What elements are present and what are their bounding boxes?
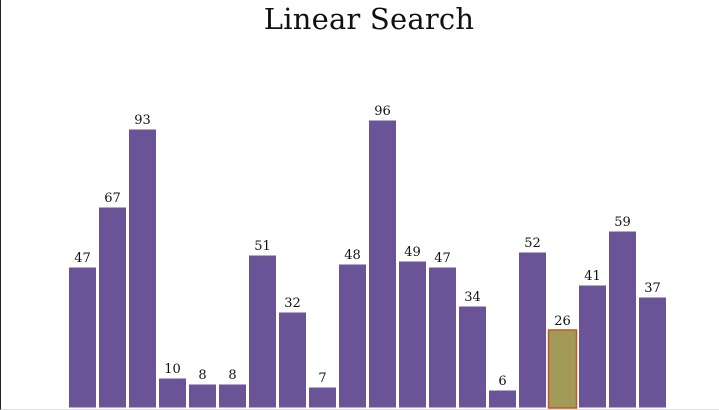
bar — [608, 230, 637, 409]
bar — [158, 377, 187, 409]
bar-value-label: 52 — [524, 236, 541, 251]
bar — [68, 266, 97, 409]
bar-value-label: 8 — [228, 368, 236, 383]
bar-value-label: 47 — [434, 251, 451, 266]
bar-value-label: 32 — [284, 296, 301, 311]
bar-value-label: 47 — [74, 251, 91, 266]
bar-value-label: 37 — [644, 281, 661, 296]
bar-highlighted — [547, 329, 578, 409]
bar — [218, 383, 247, 409]
bar-value-label: 49 — [404, 245, 421, 260]
bar — [278, 311, 307, 409]
bar-value-label: 59 — [614, 215, 631, 230]
bar — [248, 254, 277, 409]
bar-value-label: 26 — [554, 314, 571, 329]
bar-value-label: 8 — [198, 368, 206, 383]
bar-value-label: 48 — [344, 248, 361, 263]
bar — [398, 260, 427, 409]
bar — [458, 305, 487, 409]
bar-value-label: 41 — [584, 269, 601, 284]
bar — [128, 128, 157, 409]
bar — [428, 266, 457, 409]
bar — [638, 296, 667, 409]
bar-value-label: 96 — [374, 104, 391, 119]
bar — [578, 284, 607, 409]
bar-value-label: 10 — [164, 362, 181, 377]
bar-value-label: 7 — [318, 371, 326, 386]
bar-value-label: 67 — [104, 191, 121, 206]
bar — [518, 251, 547, 409]
bar — [338, 263, 367, 409]
bar-value-label: 51 — [254, 239, 271, 254]
bar — [98, 206, 127, 409]
bar — [488, 389, 517, 409]
bar-value-label: 93 — [134, 113, 151, 128]
bar-value-label: 6 — [498, 374, 506, 389]
chart-title: Linear Search — [263, 2, 475, 36]
bar — [308, 386, 337, 409]
bar — [188, 383, 217, 409]
bar-value-label: 34 — [464, 290, 481, 305]
bar — [368, 119, 397, 409]
